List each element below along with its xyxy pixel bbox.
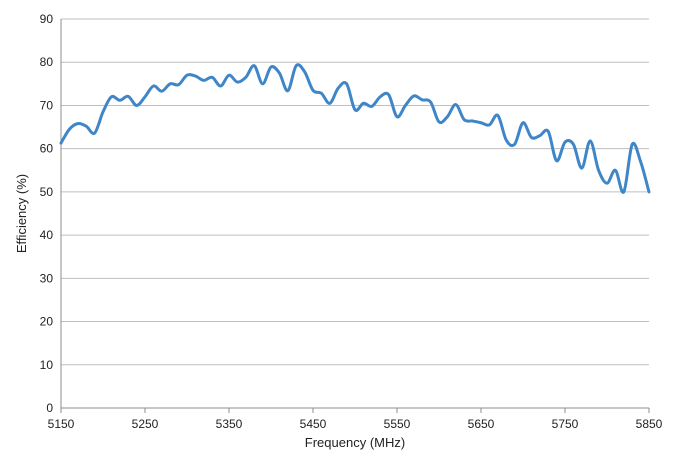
- x-tick-label: 5150: [48, 417, 75, 431]
- y-tick-label: 40: [40, 228, 54, 242]
- x-tick-label: 5350: [216, 417, 243, 431]
- y-tick-label: 0: [46, 401, 53, 415]
- x-tick-label: 5850: [636, 417, 663, 431]
- y-tick-label: 50: [40, 185, 54, 199]
- series-line-0: [59, 63, 651, 194]
- y-tick-label: 10: [40, 358, 54, 372]
- axes: [60, 19, 650, 413]
- series-group: [59, 63, 651, 194]
- y-tick-label: 80: [40, 55, 54, 69]
- x-tick-label: 5450: [300, 417, 327, 431]
- y-tick-label: 90: [40, 12, 54, 26]
- y-tick-label: 20: [40, 315, 54, 329]
- x-tick-label: 5550: [384, 417, 411, 431]
- y-tick-label: 70: [40, 98, 54, 112]
- x-tick-labels: 5150 5250 5350 5450 5550 5650 5750 5850: [48, 417, 663, 431]
- x-tick-label: 5750: [552, 417, 579, 431]
- x-tick-label: 5250: [132, 417, 159, 431]
- y-tick-label: 30: [40, 271, 54, 285]
- y-tick-labels: 0 10 20 30 40 50 60 70 80 90: [40, 12, 54, 415]
- grid-lines: [61, 18, 649, 366]
- y-tick-label: 60: [40, 142, 54, 156]
- x-tick-label: 5650: [468, 417, 495, 431]
- x-axis-title: Frequency (MHz): [305, 435, 405, 450]
- y-axis-title: Efficiency (%): [14, 174, 29, 253]
